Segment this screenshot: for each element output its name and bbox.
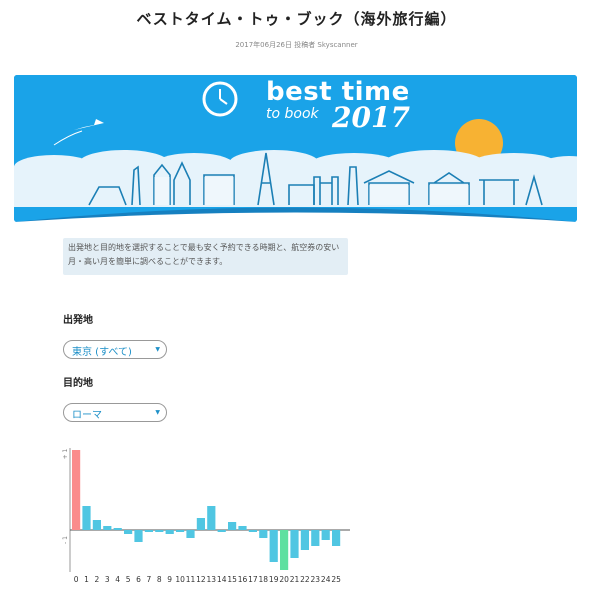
x-tick-label: 4 [115, 575, 120, 584]
chart-bar [238, 526, 247, 530]
x-tick-label: 18 [259, 575, 269, 584]
chart-bar [332, 530, 341, 546]
x-tick-label: 25 [331, 575, 341, 584]
x-tick-label: 23 [311, 575, 321, 584]
chart-bar [82, 506, 91, 530]
x-tick-label: 24 [321, 575, 331, 584]
chart-bar [134, 530, 143, 542]
landmark-skyline [88, 152, 543, 206]
x-tick-label: 7 [147, 575, 152, 584]
x-tick-label: 12 [196, 575, 206, 584]
post-meta: 2017年06月26日 投稿者 Skyscanner [235, 41, 358, 49]
chart-bar [103, 526, 112, 530]
landmark-fill [154, 177, 469, 205]
x-tick-label: 9 [167, 575, 172, 584]
chart-bar [176, 530, 185, 532]
chart-bar [124, 530, 133, 534]
x-tick-label: 6 [136, 575, 141, 584]
clouds [14, 150, 577, 207]
chart-bar [248, 530, 257, 532]
chart-bar [228, 522, 237, 530]
chart-bar [321, 530, 330, 540]
banner-title: best time [266, 77, 410, 107]
chart-bar [92, 520, 101, 530]
x-tick-label: 3 [105, 575, 110, 584]
x-tick-label: 19 [269, 575, 279, 584]
chart-bar [207, 506, 216, 530]
x-tick-label: 16 [238, 575, 248, 584]
price-trend-chart: + 1- 10 1 2 3 4 5 6 7 8 9 10 11 12 13 14 15 16 17 18 19 20 21… [62, 448, 350, 584]
x-tick-label: 15 [227, 575, 237, 584]
clock-icon [202, 81, 238, 117]
chart-bar [217, 530, 226, 532]
chart-bar [113, 528, 122, 530]
origin-select[interactable]: 東京 (すべて) ▼ [63, 340, 167, 359]
banner-subtitle: to book [266, 106, 319, 122]
chart-bar [290, 530, 299, 558]
x-tick-label: 10 [175, 575, 185, 584]
page-title: ベストタイム・トゥ・ブック（海外旅行編） [136, 10, 457, 28]
chart-bar [196, 518, 205, 530]
chart-bar [300, 530, 309, 550]
airplane-icon [74, 119, 104, 130]
x-tick-label: 21 [290, 575, 300, 584]
x-tick-label: 20 [279, 575, 289, 584]
x-tick-label: 2 [95, 575, 100, 584]
chart-bar [259, 530, 268, 538]
x-tick-label: 17 [248, 575, 258, 584]
x-tick-label: 5 [126, 575, 131, 584]
chart-bar [165, 530, 174, 534]
chevron-down-icon: ▼ [155, 409, 160, 416]
origin-select-value: 東京 (すべて) [72, 347, 132, 358]
chart-bar [144, 530, 153, 532]
hero-banner: best time to book 2017 [14, 75, 577, 222]
destination-select-value: ローマ [72, 410, 102, 421]
destination-select[interactable]: ローマ ▼ [63, 403, 167, 422]
chart-bar [311, 530, 320, 546]
y-tick-label: + 1 [62, 448, 69, 459]
banner-year: 2017 [332, 101, 410, 134]
x-tick-label: 13 [207, 575, 217, 584]
x-tick-label: 14 [217, 575, 227, 584]
chart-bar [186, 530, 195, 538]
origin-label: 出発地 [63, 315, 93, 326]
x-tick-label: 11 [186, 575, 196, 584]
info-box: 出発地と目的地を選択することで最も安く予約できる時期と、航空券の安い月・高い月を… [63, 238, 348, 275]
chart-bar [269, 530, 278, 562]
chart-bar [155, 530, 164, 532]
x-tick-label: 1 [84, 575, 89, 584]
banner-illustration [14, 75, 577, 222]
chart-bar [72, 450, 81, 530]
chevron-down-icon: ▼ [155, 346, 160, 353]
x-tick-label: 0 [74, 575, 79, 584]
y-tick-label: - 1 [62, 536, 69, 544]
chart-bar [280, 530, 289, 570]
destination-label: 目的地 [63, 378, 93, 389]
x-tick-label: 8 [157, 575, 162, 584]
x-tick-label: 22 [300, 575, 310, 584]
